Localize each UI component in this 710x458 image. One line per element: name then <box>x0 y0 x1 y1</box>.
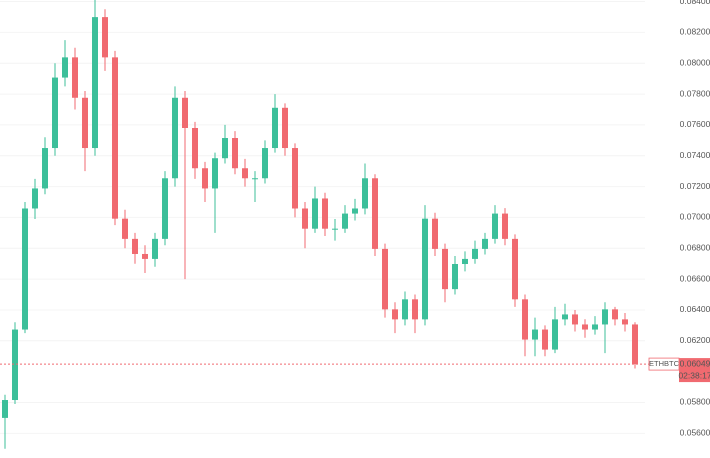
y-tick-label: 0.05800 <box>680 397 710 407</box>
candle-body <box>162 178 168 239</box>
candle-body <box>592 324 598 330</box>
candle-body <box>242 168 248 179</box>
candle-body <box>482 238 488 249</box>
candle-body <box>542 329 548 350</box>
y-tick-label: 0.06600 <box>680 273 710 283</box>
y-tick-label: 0.07000 <box>680 212 710 222</box>
candle-body <box>312 198 318 229</box>
candle-body <box>32 188 38 209</box>
candle-body <box>572 314 578 325</box>
candle-body <box>582 324 588 330</box>
candle-body <box>92 17 98 149</box>
y-tick-label: 0.08200 <box>680 27 710 37</box>
candle-body <box>512 238 518 300</box>
candle-body <box>372 178 378 249</box>
y-tick-label: 0.06200 <box>680 335 710 345</box>
candle-body <box>222 138 228 159</box>
price-label: 0.06049 <box>680 358 710 368</box>
candle-body <box>412 299 418 320</box>
y-tick-label: 0.07400 <box>680 150 710 160</box>
candle-body <box>112 57 118 219</box>
candle-body <box>42 148 48 189</box>
candle-body <box>212 158 218 189</box>
candle-body <box>262 148 268 179</box>
candle-body <box>282 107 288 149</box>
y-tick-label: 0.06800 <box>680 243 710 253</box>
candle-body <box>302 208 308 229</box>
candle-body <box>62 57 68 78</box>
candle-body <box>152 238 158 259</box>
countdown-label: 02:38:17 <box>678 370 710 380</box>
candle-body <box>122 218 128 239</box>
symbol-label: ETHBTC <box>649 359 680 368</box>
candle-body <box>472 248 478 259</box>
candle-body <box>22 208 28 330</box>
y-tick-label: 0.07200 <box>680 181 710 191</box>
candle-body <box>322 198 328 229</box>
candle-body <box>82 97 88 149</box>
candle-body <box>272 107 278 149</box>
candle-body <box>342 213 348 229</box>
candle-body <box>362 178 368 209</box>
y-tick-label: 0.07600 <box>680 119 710 129</box>
candle-body <box>2 400 8 418</box>
price-tag <box>679 358 710 383</box>
candle-body <box>442 248 448 290</box>
candle-body <box>562 314 568 320</box>
candle-body <box>402 299 408 320</box>
y-tick-label: 0.08400 <box>680 0 710 6</box>
candle-body <box>252 178 258 180</box>
candle-body <box>102 17 108 58</box>
y-tick-label: 0.08000 <box>680 57 710 67</box>
candle-body <box>502 213 508 239</box>
candle-body <box>552 319 558 350</box>
candle-body <box>292 148 298 209</box>
candle-body <box>352 208 358 214</box>
candle-body <box>142 253 148 259</box>
y-tick-label: 0.07800 <box>680 88 710 98</box>
candle-body <box>132 238 138 254</box>
candle-body <box>522 299 528 340</box>
candle-body <box>202 168 208 189</box>
candle-body <box>182 97 188 128</box>
candle-body <box>172 97 178 179</box>
candle-body <box>192 127 198 169</box>
candle-body <box>52 77 58 149</box>
candle-body <box>72 57 78 98</box>
candle-body <box>12 329 18 401</box>
candle-body <box>452 264 458 290</box>
candle-body <box>492 213 498 239</box>
candle-body <box>602 309 608 325</box>
y-tick-label: 0.05600 <box>680 428 710 438</box>
candle-body <box>432 218 438 249</box>
candle-body <box>612 309 618 320</box>
candle-body <box>382 248 388 310</box>
candle-body <box>232 138 238 169</box>
candle-body <box>532 329 538 340</box>
y-tick-label: 0.06400 <box>680 304 710 314</box>
candle-body <box>332 228 338 230</box>
candle-body <box>462 258 468 265</box>
candle-body <box>632 324 638 365</box>
candle-body <box>422 218 428 320</box>
candle-body <box>622 319 628 325</box>
candle-body <box>392 309 398 320</box>
